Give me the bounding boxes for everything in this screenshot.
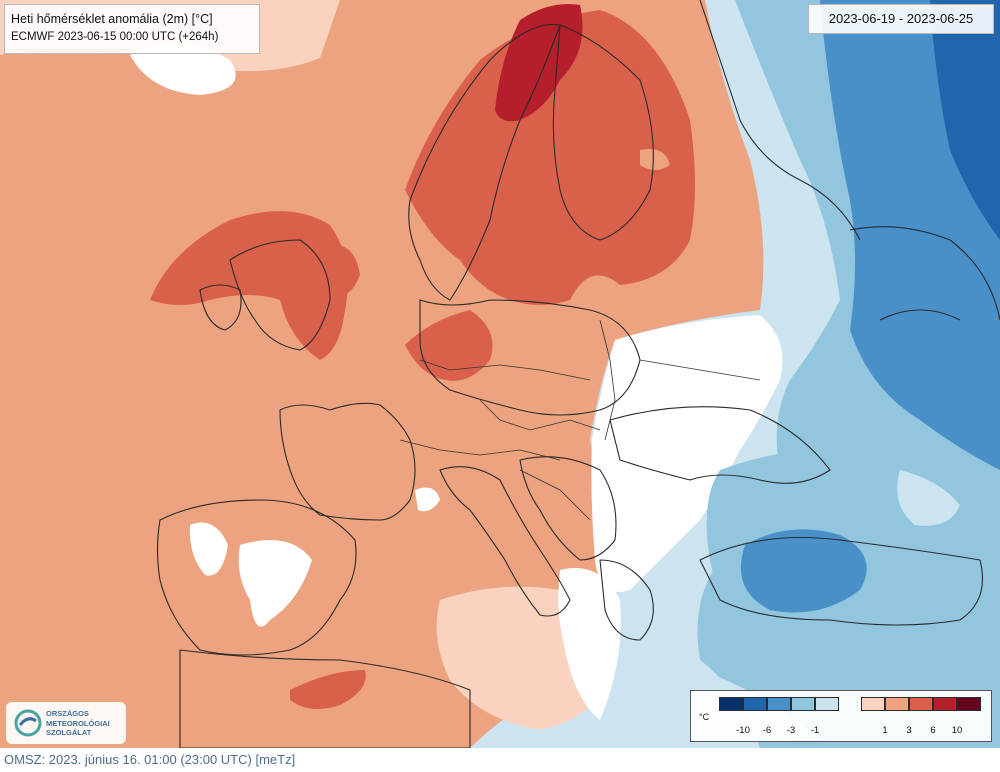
logo-text: ORSZÁGOS METEOROLÓGIAI SZOLGÁLAT (46, 709, 110, 738)
legend-unit: °C (699, 712, 710, 722)
map-canvas (0, 0, 1000, 748)
legend-tick: -6 (762, 725, 772, 736)
cold-3-turkey (740, 529, 867, 613)
cold-1-neutral-anatolia (897, 470, 960, 526)
warm-3-scandinavia (405, 10, 695, 305)
neutral-iberia-west (189, 522, 228, 576)
neutral-alps-west (415, 487, 440, 512)
omsz-logo: ORSZÁGOS METEOROLÓGIAI SZOLGÁLAT (6, 702, 126, 744)
legend-tick: 1 (882, 725, 888, 736)
legend-swatch-cold-3 (767, 697, 791, 711)
warm-3-algeria (290, 670, 366, 709)
warm-3-baltic-patch (640, 149, 670, 170)
warm-6-lapland (495, 4, 583, 122)
logo-line-1: ORSZÁGOS (46, 709, 89, 718)
legend-swatch-warm-1 (885, 697, 909, 711)
legend-swatch-cold-10 (719, 697, 743, 711)
neutral-iberia-central (238, 540, 312, 627)
legend-swatch-warm-3 (909, 697, 933, 711)
omsz-logo-icon (14, 709, 42, 737)
map-title-box: Heti hőmérséklet anomália (2m) [°C] ECMW… (4, 4, 260, 54)
legend-tick: 10 (951, 725, 963, 736)
legend-swatch-warm-0 (861, 697, 885, 711)
legend-tick: -1 (810, 725, 820, 736)
map-subtitle: ECMWF 2023-06-15 00:00 UTC (+264h) (11, 31, 219, 43)
footer-credit: OMSZ: 2023. június 16. 01:00 (23:00 UTC)… (4, 752, 296, 767)
neutral-eastern-europe (591, 315, 783, 592)
borders (399, 319, 761, 521)
anomaly-map (0, 0, 1000, 748)
legend-tick: 6 (930, 725, 936, 736)
legend-swatch-cold-0 (815, 697, 839, 711)
legend-swatch-cold-6 (743, 697, 767, 711)
date-range-box: 2023-06-19 - 2023-06-25 (808, 4, 994, 34)
warm-3-north-sea (325, 244, 360, 296)
legend-swatch-warm-10 (957, 697, 981, 711)
color-legend: °C -10 -6 -3 -1 1 3 6 10 (690, 690, 992, 742)
cold-6-east (930, 0, 1000, 240)
coastlines (156, 0, 1000, 748)
neutral-ionian (558, 568, 621, 720)
neutral-patch-north-atlantic (130, 43, 236, 95)
legend-tick: -3 (786, 725, 796, 736)
date-range: 2023-06-19 - 2023-06-25 (828, 11, 974, 26)
legend-swatch-warm-6 (933, 697, 957, 711)
warm-3-uk-ireland (150, 211, 348, 360)
legend-swatch-cold-1 (791, 697, 815, 711)
legend-tick: 3 (906, 725, 912, 736)
warm-3-germany-benelux (405, 310, 493, 381)
legend-tick: -10 (736, 725, 750, 736)
logo-line-3: SZOLGÁLAT (46, 728, 92, 737)
map-title: Heti hőmérséklet anomália (2m) [°C] (11, 12, 213, 26)
logo-line-2: METEOROLÓGIAI (46, 718, 110, 728)
